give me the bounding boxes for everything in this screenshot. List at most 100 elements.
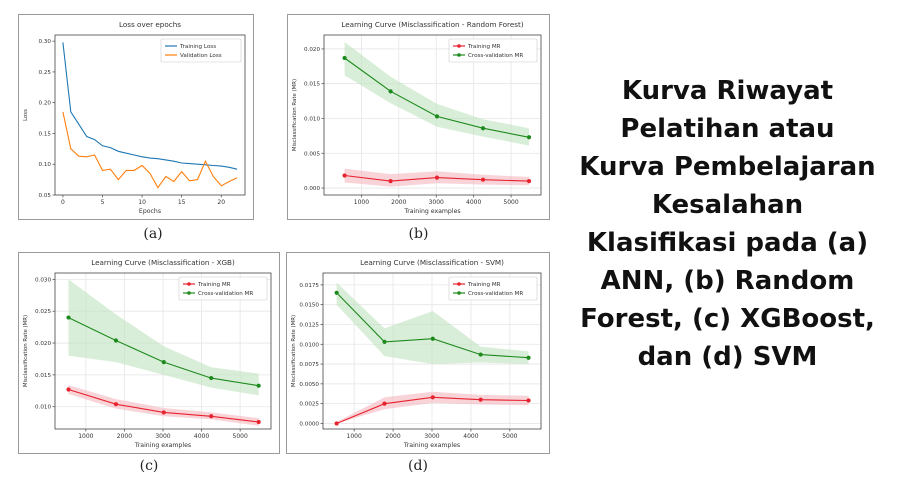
y-tick-label: 0.010 [35,405,51,411]
legend-label: Training MR [467,282,501,288]
legend-label: Training Loss [179,44,216,50]
x-tick-label: 3000 [424,433,439,440]
chart-panel-c: Learning Curve (Misclassification - XGB)… [18,252,280,454]
y-tick-label: 0.030 [35,277,51,283]
description-line: Kurva Pembelajaran [579,152,876,182]
x-tick-label: 10 [138,199,146,206]
data-point [526,135,532,140]
data-point [256,383,261,388]
data-point [334,421,339,426]
legend-marker [457,282,461,286]
x-tick-label: 15 [178,199,186,206]
y-tick-label: 0.05 [39,193,52,199]
description-line: ANN, (b) Random [600,266,855,296]
x-tick-label: 1000 [354,199,369,206]
chart-title: Learning Curve (Misclassification - XGB) [91,258,235,267]
y-tick-label: 0.020 [304,47,320,53]
y-axis-label: Loss [23,109,29,121]
figure-description: Kurva Riwayat Pelatihan atau Kurva Pembe… [560,72,895,376]
data-point [480,126,486,131]
data-point [388,89,393,94]
data-point [66,387,71,392]
y-tick-label: 0.0100 [299,342,319,348]
x-tick-label: 3000 [155,433,170,440]
legend-label: Training MR [197,282,231,288]
chart-panel-b: Learning Curve (Misclassification - Rand… [287,14,550,220]
legend-box [448,38,538,63]
legend-box [178,276,268,301]
plot-frame [54,34,246,196]
y-tick-label: 0.015 [35,373,51,379]
data-point [480,177,486,182]
series-line [62,111,238,189]
legend-label: Cross-validation MR [468,53,523,59]
legend-marker [457,53,461,57]
y-tick-label: 0.25 [39,70,52,76]
data-point [430,395,435,400]
y-tick-label: 0.0000 [299,421,319,427]
y-tick-label: 0.0125 [299,322,319,328]
data-point [526,178,532,184]
data-point [388,178,393,184]
data-point [256,419,261,425]
x-axis-label: Training examples [134,442,191,449]
description-line: dan (d) SVM [637,342,818,372]
description-line: Pelatihan atau [620,114,835,144]
y-tick-label: 0.20 [39,101,52,107]
caption-c: (c) [139,458,159,474]
x-tick-label: 0 [61,199,65,206]
x-tick-label: 4000 [194,433,209,440]
data-point [478,397,483,402]
y-tick-label: 0.0150 [299,303,319,309]
data-point [342,173,347,178]
confidence-band [344,42,529,146]
description-line: Forest, (c) XGBoost, [580,304,875,334]
description-line: Klasifikasi pada (a) [586,228,869,258]
x-tick-label: 5 [101,199,105,206]
data-point [209,414,214,419]
y-tick-label: 0.005 [304,151,320,157]
chart-a-svg: Loss over epochs 0 5 10 15 20 0.05 0.10 0.15 0.20… [23,20,246,215]
x-tick-label: 5000 [503,199,518,206]
data-point [526,398,531,403]
y-tick-label: 0.020 [35,341,51,347]
chart-c-svg: Learning Curve (Misclassification - XGB)… [23,258,272,449]
y-tick-label: 0.015 [304,82,320,88]
x-tick-label: 20 [217,199,225,206]
legend-marker [187,282,191,286]
legend-label: Training MR [467,44,501,50]
y-tick-label: 0.10 [39,162,52,168]
chart-panel-a: Loss over epochs 0 5 10 15 20 0.05 0.10 0.15 0.20… [18,14,254,220]
chart-title: Loss over epochs [119,20,181,29]
y-tick-label: 0.010 [304,116,320,122]
x-axis-label: Training examples [403,208,460,215]
data-point [113,338,119,343]
description-line: Kesalahan [651,190,804,220]
data-point [434,114,440,119]
data-point [526,355,531,360]
x-tick-label: 4000 [463,433,478,440]
data-point [430,336,435,341]
y-tick-label: 0.0175 [299,283,319,289]
chart-b-svg: Learning Curve (Misclassification - Rand… [292,20,542,215]
x-axis-label: Epochs [139,208,161,215]
x-tick-label: 2000 [385,433,400,440]
y-tick-label: 0.15 [39,131,52,137]
caption-a: (a) [143,226,163,242]
chart-panel-d: Learning Curve (Misclassification - SVM)… [286,252,550,454]
y-axis-label: Misclassification Rate (MR) [23,315,29,387]
y-tick-label: 0.30 [39,39,52,45]
data-point [334,290,339,295]
data-point [382,339,387,344]
confidence-band [68,385,259,426]
x-tick-label: 3000 [429,199,444,206]
legend-label: Cross-validation MR [198,291,253,297]
legend-label: Cross-validation MR [468,291,523,297]
x-tick-label: 2000 [391,199,406,206]
x-tick-label: 4000 [466,199,481,206]
y-axis-label: Misclassification Rate (MR) [291,315,297,387]
legend-box [448,276,538,301]
legend-label: Validation Loss [180,53,222,59]
data-point [161,360,166,365]
description-line: Kurva Riwayat [621,76,834,106]
